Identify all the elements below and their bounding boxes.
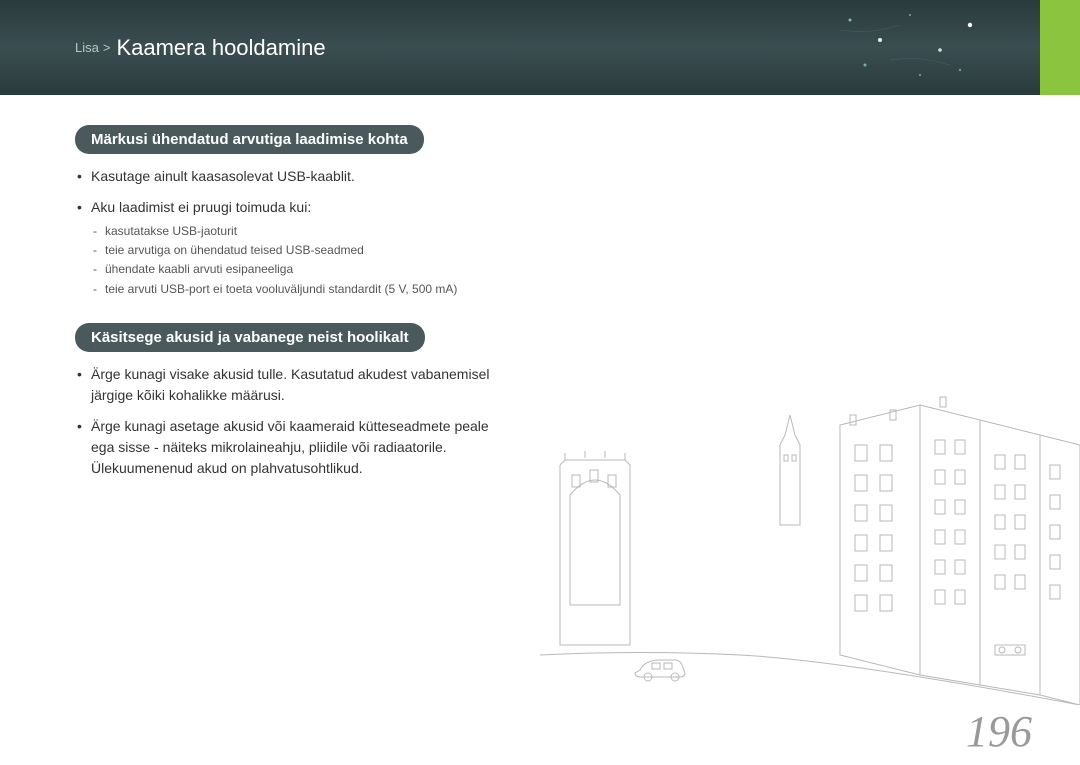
list-item: Ärge kunagi visake akusid tulle. Kasutat… [75, 364, 505, 406]
page-number: 196 [966, 706, 1032, 757]
section2-list: Ärge kunagi visake akusid tulle. Kasutat… [75, 364, 505, 479]
page-header: Lisa > Kaamera hooldamine [0, 0, 1080, 95]
sub-item: teie arvuti USB-port ei toeta vooluvälju… [91, 280, 505, 299]
item-text: Ärge kunagi visake akusid tulle. Kasutat… [91, 366, 489, 403]
sub-item: teie arvutiga on ühendatud teised USB-se… [91, 241, 505, 260]
sub-item: ühendate kaabli arvuti esipaneeliga [91, 260, 505, 279]
list-item: Aku laadimist ei pruugi toimuda kui: kas… [75, 197, 505, 299]
sparkles-decoration [820, 0, 1020, 95]
page-title: Kaamera hooldamine [116, 35, 325, 61]
item-text: Kasutage ainult kaasasolevat USB-kaablit… [91, 168, 355, 184]
main-content: Märkusi ühendatud arvutiga laadimise koh… [0, 95, 580, 479]
item-text: Ärge kunagi asetage akusid või kaameraid… [91, 418, 489, 476]
sub-item: kasutatakse USB-jaoturit [91, 222, 505, 241]
breadcrumb-prefix: Lisa [75, 40, 99, 55]
list-item: Kasutage ainult kaasasolevat USB-kaablit… [75, 166, 505, 187]
list-item: Ärge kunagi asetage akusid või kaameraid… [75, 416, 505, 479]
header-accent-bar [1040, 0, 1080, 95]
breadcrumb-separator: > [103, 40, 111, 55]
sub-list: kasutatakse USB-jaoturit teie arvutiga o… [91, 222, 505, 299]
item-text: Aku laadimist ei pruugi toimuda kui: [91, 199, 311, 215]
city-line-art [540, 365, 1080, 705]
section1-heading: Märkusi ühendatud arvutiga laadimise koh… [75, 125, 424, 154]
section2-heading: Käsitsege akusid ja vabanege neist hooli… [75, 323, 425, 352]
section1-list: Kasutage ainult kaasasolevat USB-kaablit… [75, 166, 505, 299]
